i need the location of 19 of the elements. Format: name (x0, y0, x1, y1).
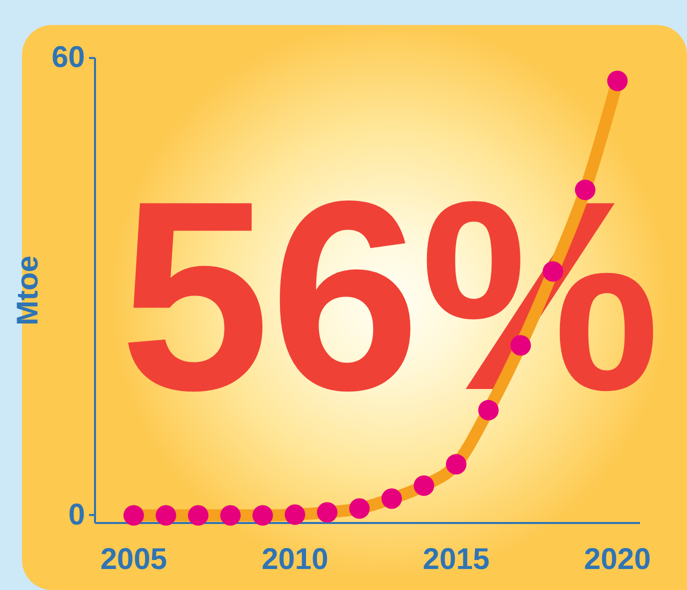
point (220, 505, 241, 526)
x-tick-label: 2010 (262, 543, 328, 576)
point (381, 488, 402, 509)
point (188, 505, 208, 526)
point (316, 502, 338, 523)
x-tick-label: 2020 (584, 543, 651, 576)
point (607, 70, 628, 92)
point (156, 505, 176, 526)
point (349, 498, 370, 519)
y-tick-label: 0 (68, 498, 85, 532)
y-tick-label: 60 (52, 41, 85, 74)
point (446, 454, 466, 475)
point (123, 505, 144, 526)
x-tick-label: 2005 (100, 543, 168, 576)
point (414, 475, 434, 496)
point (252, 505, 273, 526)
point (284, 504, 306, 525)
x-tick-label: 2015 (422, 543, 490, 576)
y-axis-title: Mtoe (12, 256, 45, 326)
